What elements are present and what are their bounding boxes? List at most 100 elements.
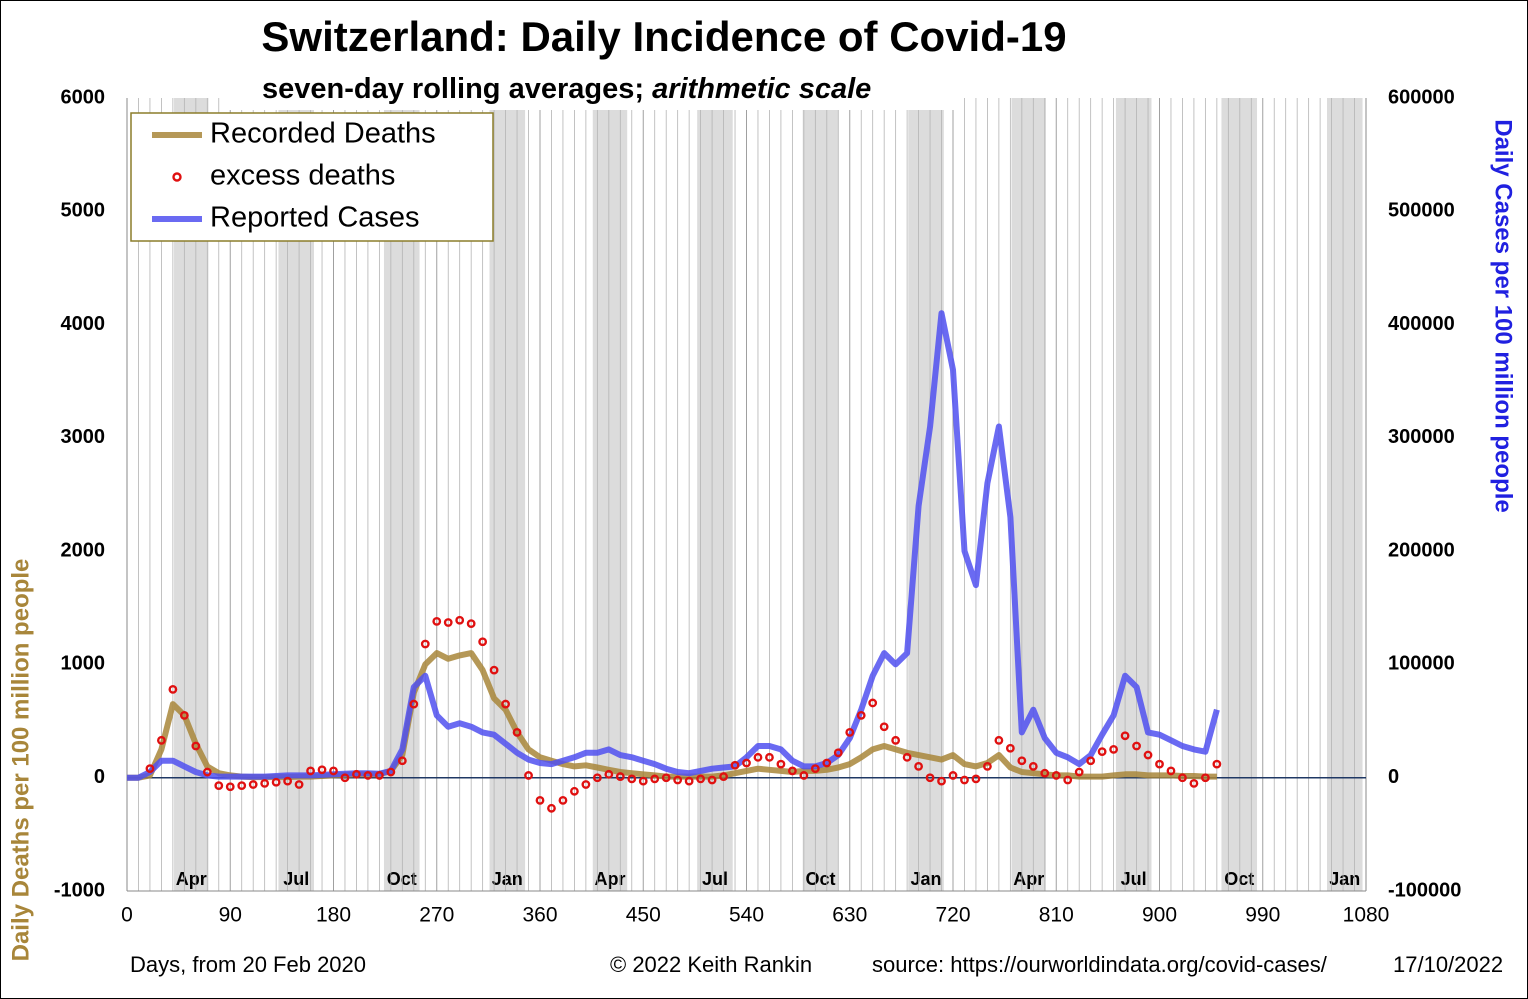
month-label: Jul bbox=[702, 869, 728, 889]
excess-death-point bbox=[501, 699, 510, 709]
excess-death-point bbox=[925, 773, 935, 783]
month-label: Oct bbox=[1224, 869, 1254, 889]
month-label: Jul bbox=[1121, 869, 1147, 889]
y-tick-label: 4000 bbox=[61, 313, 106, 335]
excess-death-point bbox=[868, 698, 878, 708]
excess-death-point bbox=[902, 752, 912, 762]
excess-death-point bbox=[1155, 759, 1164, 769]
legend-label: Reported Cases bbox=[210, 202, 420, 234]
excess-death-point bbox=[489, 665, 499, 675]
excess-death-point bbox=[1074, 767, 1084, 777]
excess-death-point bbox=[1063, 775, 1073, 785]
marks bbox=[127, 310, 1222, 813]
excess-death-point bbox=[937, 776, 946, 786]
y2-axis-label: Daily Cases per 100 million people bbox=[1490, 119, 1517, 513]
excess-death-point bbox=[696, 774, 706, 784]
month-band bbox=[1115, 98, 1152, 891]
month-band bbox=[1221, 98, 1258, 891]
month-label: Apr bbox=[594, 869, 625, 889]
series-line bbox=[127, 310, 1220, 781]
x-tick-label: 1080 bbox=[1343, 904, 1390, 927]
month-band bbox=[697, 98, 733, 891]
x-tick-label: 810 bbox=[1039, 904, 1074, 927]
subtitle-italic: arithmetic scale bbox=[652, 73, 871, 105]
x-tick-label: 450 bbox=[626, 904, 661, 927]
excess-death-point bbox=[615, 772, 625, 781]
excess-death-point bbox=[225, 782, 235, 792]
excess-death-point bbox=[1189, 778, 1199, 788]
excess-death-point bbox=[684, 776, 694, 786]
excess-death-point bbox=[891, 735, 901, 745]
excess-death-point bbox=[948, 771, 958, 780]
excess-death-point bbox=[329, 766, 338, 776]
excess-death-point bbox=[673, 775, 683, 785]
month-label: Jan bbox=[911, 869, 942, 889]
month-label: Apr bbox=[1013, 869, 1044, 889]
grid: 0 90 180 270 360 450 540 630 720 810 900 990 1080 -10… bbox=[54, 86, 1462, 926]
excess-death-point bbox=[604, 769, 614, 779]
excess-death-point bbox=[1086, 756, 1096, 766]
month-band bbox=[1326, 98, 1363, 891]
excess-death-point bbox=[248, 780, 258, 789]
x-tick-label: 270 bbox=[419, 904, 454, 927]
excess-death-point bbox=[742, 758, 751, 768]
excess-death-point bbox=[1166, 766, 1176, 776]
excess-death-point bbox=[1132, 741, 1141, 751]
y2-tick-label: 600000 bbox=[1388, 86, 1455, 108]
excess-death-point bbox=[340, 773, 350, 783]
excess-death-point bbox=[1178, 773, 1187, 783]
excess-death-point bbox=[1028, 761, 1038, 771]
legend-label: Recorded Deaths bbox=[210, 118, 436, 150]
subtitle-bg bbox=[228, 70, 963, 110]
credit: © 2022 Keith Rankin bbox=[610, 952, 812, 977]
excess-death-point bbox=[994, 735, 1004, 745]
legend-marker bbox=[172, 172, 182, 182]
excess-death-point bbox=[707, 775, 717, 785]
excess-death-point bbox=[179, 711, 189, 720]
excess-death-point bbox=[524, 771, 533, 780]
x-tick-label: 540 bbox=[729, 904, 764, 927]
month-label: Jan bbox=[492, 869, 523, 889]
x-tick-label: 0 bbox=[121, 904, 133, 927]
excess-death-point bbox=[776, 759, 786, 769]
excess-death-point bbox=[730, 760, 740, 770]
x-tick-label: 630 bbox=[832, 904, 867, 927]
excess-death-point bbox=[810, 764, 820, 774]
excess-death-point bbox=[1005, 743, 1015, 753]
x-tick-label: 90 bbox=[219, 904, 242, 927]
x-tick-label: 360 bbox=[522, 904, 557, 927]
excess-death-point bbox=[960, 775, 969, 785]
excess-death-point bbox=[581, 780, 591, 789]
y-tick-label: 6000 bbox=[61, 86, 106, 108]
x-tick-label: 990 bbox=[1245, 904, 1280, 927]
excess-death-point bbox=[191, 741, 201, 751]
excess-death-point bbox=[214, 781, 224, 791]
excess-death-point bbox=[787, 766, 797, 776]
excess-death-point bbox=[1120, 731, 1130, 741]
excess-death-point bbox=[466, 619, 476, 629]
excess-death-point bbox=[971, 774, 981, 784]
excess-death-point bbox=[627, 774, 637, 784]
chart-title: Switzerland: Daily Incidence of Covid-19 bbox=[261, 13, 1066, 60]
excess-death-point bbox=[237, 781, 247, 791]
month-label: Jan bbox=[1329, 869, 1360, 889]
excess-death-point bbox=[650, 774, 660, 784]
month-band bbox=[1011, 98, 1046, 891]
source: source: https://ourworldindata.org/covid… bbox=[872, 952, 1328, 977]
excess-death-point bbox=[443, 618, 453, 627]
excess-death-point bbox=[1212, 759, 1222, 769]
excess-death-point bbox=[570, 786, 579, 796]
y2-tick-label: 300000 bbox=[1388, 426, 1455, 448]
month-band bbox=[489, 98, 526, 891]
excess-death-point bbox=[983, 761, 992, 771]
y-tick-label: 5000 bbox=[61, 200, 106, 222]
excess-death-point bbox=[535, 795, 545, 805]
y-tick-label: 2000 bbox=[61, 539, 106, 561]
x-axis-label: Days, from 20 Feb 2020 bbox=[130, 952, 366, 977]
subtitle-part: seven-day rolling averages; bbox=[262, 73, 652, 105]
y2-tick-label: 100000 bbox=[1388, 653, 1455, 675]
excess-death-point bbox=[352, 769, 361, 779]
excess-death-point bbox=[753, 752, 763, 762]
excess-death-point bbox=[260, 778, 270, 788]
